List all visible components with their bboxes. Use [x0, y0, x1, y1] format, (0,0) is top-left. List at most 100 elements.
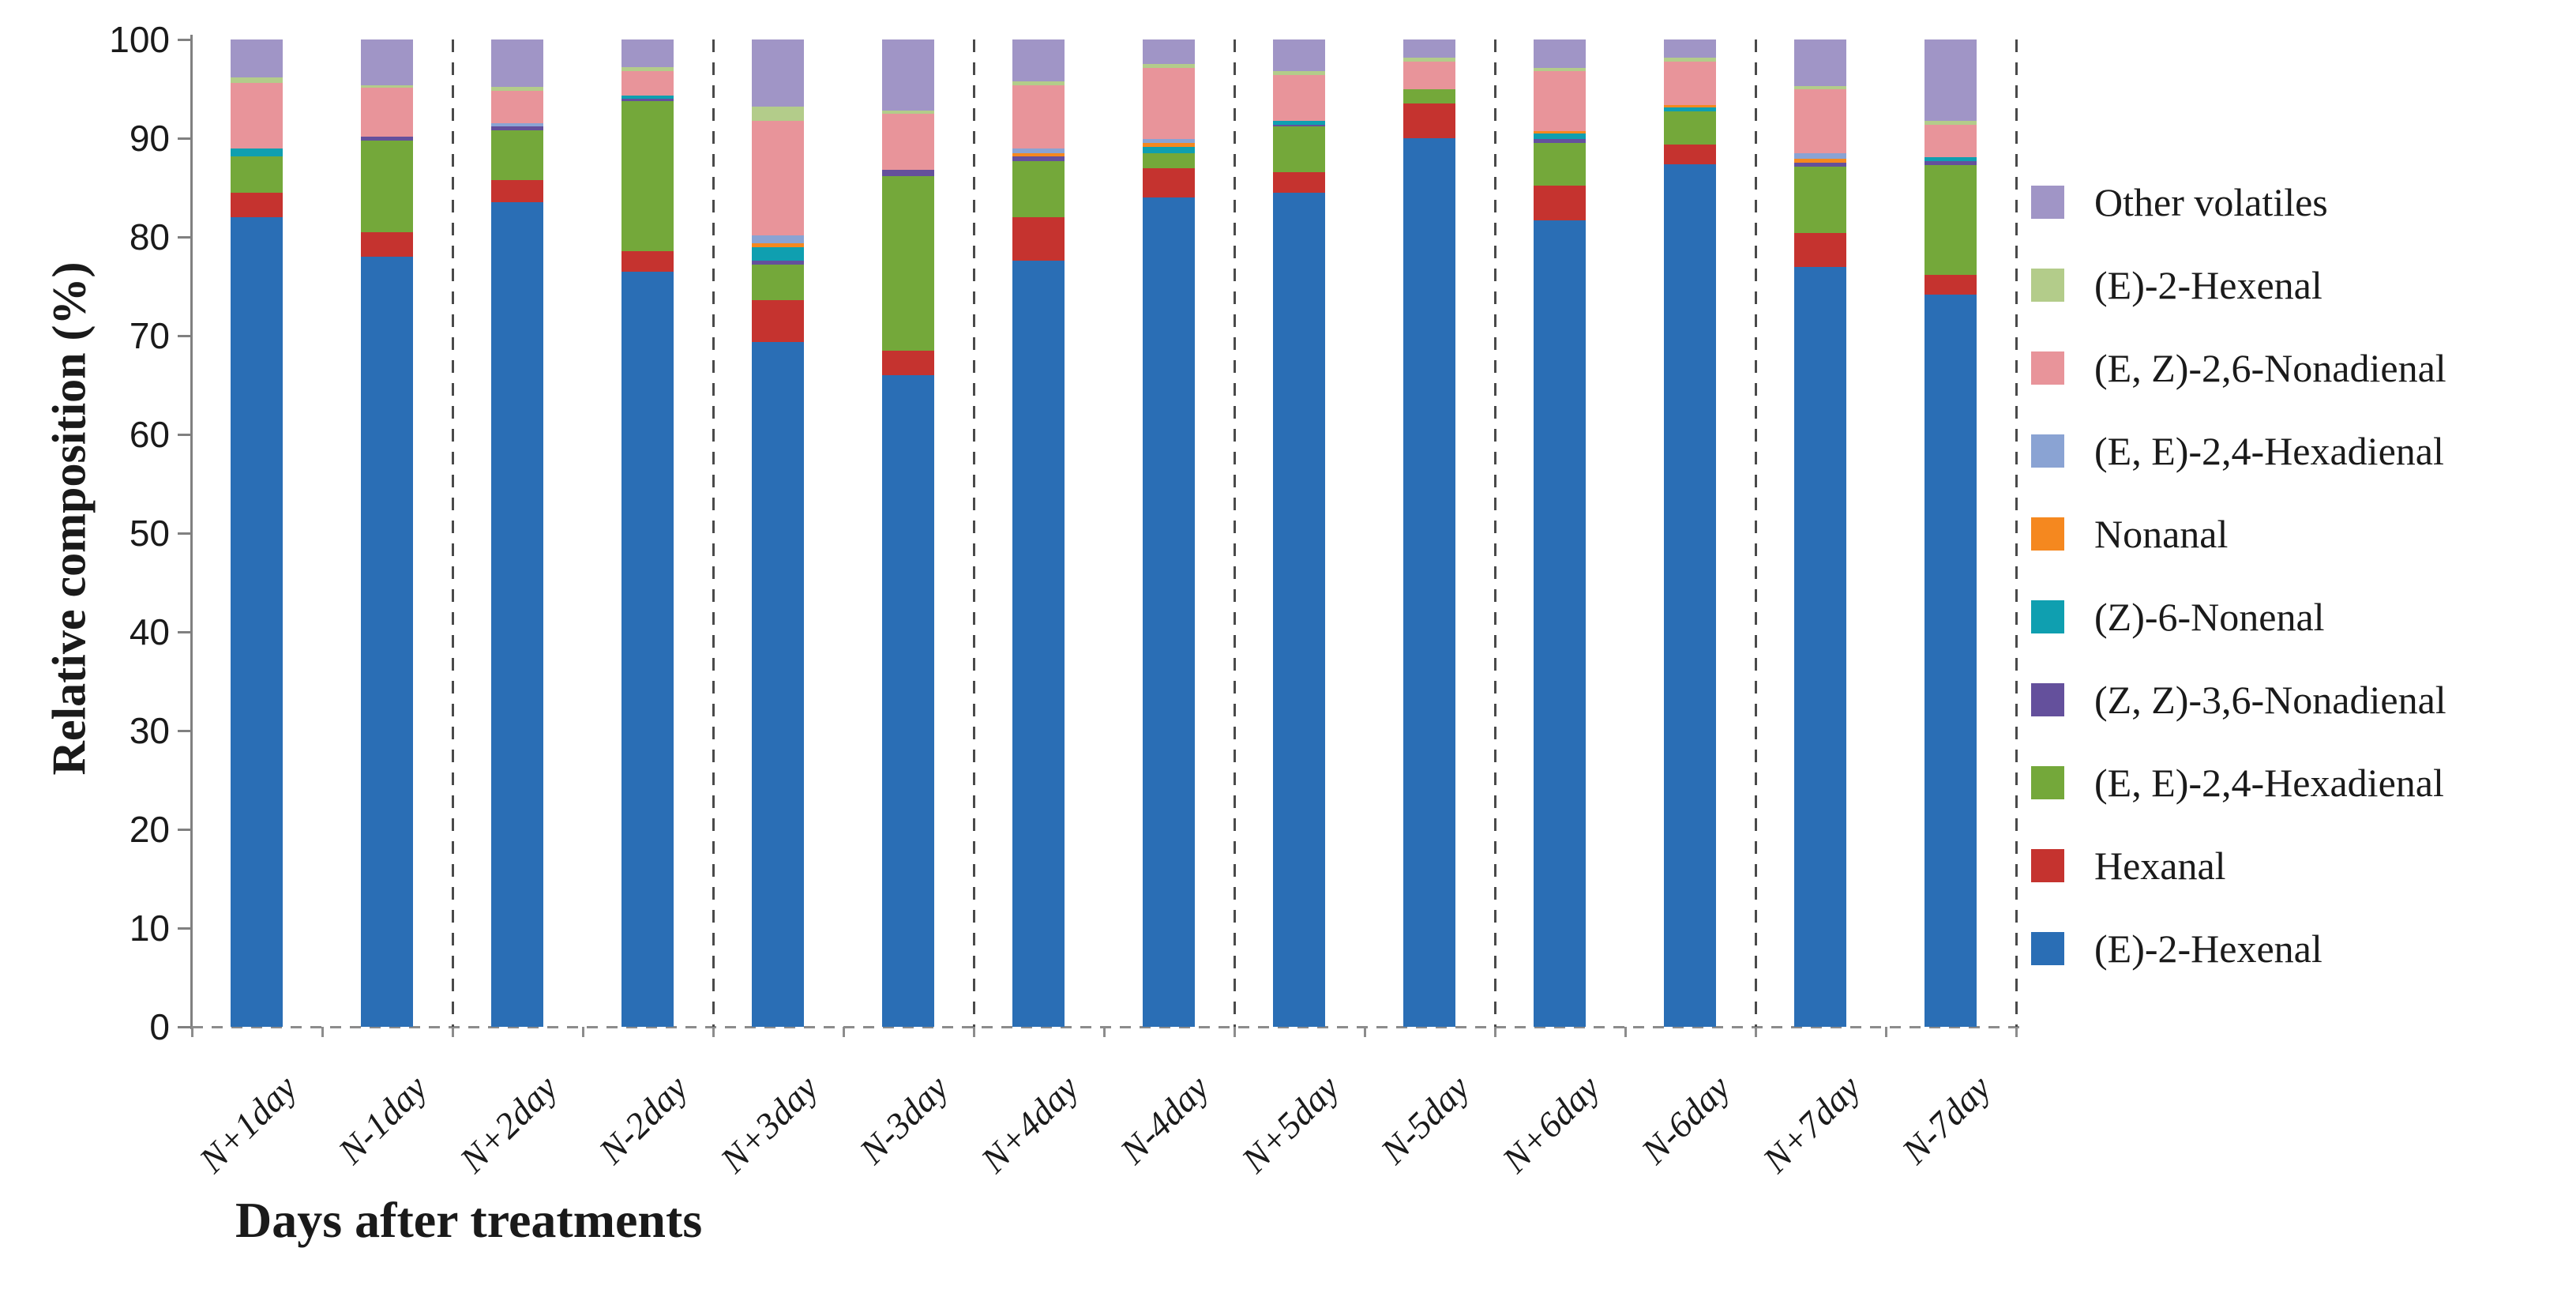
y-tick — [178, 729, 192, 732]
bar-segment — [1403, 103, 1455, 138]
bar-segment — [621, 99, 674, 101]
x-minor-tick — [321, 1027, 324, 1037]
bar-segment — [1143, 197, 1195, 1027]
x-minor-tick — [2015, 1027, 2018, 1037]
legend-item: (Z)-6-Nonenal — [2031, 575, 2446, 658]
x-minor-tick — [581, 1027, 584, 1037]
y-tick — [178, 828, 192, 831]
bar-segment — [882, 175, 934, 351]
bar-segment — [621, 100, 674, 251]
bar-segment — [1143, 39, 1195, 65]
bar-segment — [1534, 220, 1586, 1027]
y-tick-label: 40 — [129, 611, 170, 652]
bar-segment — [1012, 156, 1065, 161]
bar-segment — [1664, 111, 1716, 145]
bar-segment — [1273, 171, 1325, 193]
bar-segment — [1924, 156, 1977, 161]
bar-segment — [1273, 126, 1325, 172]
bar-segment — [882, 170, 934, 176]
bar-segment — [882, 111, 934, 114]
y-tick — [178, 927, 192, 930]
y-tick-label: 20 — [129, 809, 170, 850]
y-tick — [178, 235, 192, 239]
bar-segment — [1012, 152, 1065, 156]
bar-segment — [1664, 39, 1716, 58]
bar-segment — [752, 107, 804, 121]
bar-segment — [1143, 167, 1195, 197]
legend-label: Nonanal — [2094, 511, 2229, 556]
y-tick — [178, 137, 192, 140]
legend-item: Other volatiles — [2031, 160, 2446, 243]
y-tick — [178, 532, 192, 535]
bar-segment — [1924, 39, 1977, 121]
bar-segment — [752, 261, 804, 265]
bar-segment — [1794, 159, 1846, 164]
bar-segment — [1924, 120, 1977, 125]
bar-segment — [1012, 85, 1065, 148]
bar-segment — [361, 88, 413, 137]
bar-segment — [882, 113, 934, 170]
bar-segment — [621, 71, 674, 96]
bar-segment — [1794, 85, 1846, 89]
legend-swatch — [2031, 268, 2064, 302]
x-minor-tick — [842, 1027, 845, 1037]
bar-segment — [752, 120, 804, 235]
bar-segment — [882, 39, 934, 111]
bar-segment — [752, 39, 804, 107]
bar-segment — [1012, 81, 1065, 85]
bar-segment — [1012, 160, 1065, 217]
pair-separator-line — [972, 39, 975, 1027]
bar-segment — [1273, 124, 1325, 126]
bar-segment — [621, 67, 674, 71]
x-axis-baseline — [192, 1026, 2026, 1028]
legend-label: Hexanal — [2094, 843, 2226, 888]
bar-segment — [1924, 124, 1977, 157]
legend-swatch — [2031, 185, 2064, 219]
bar-segment — [1664, 61, 1716, 105]
pair-separator-line — [451, 39, 454, 1027]
bar-segment — [1143, 152, 1195, 168]
y-tick — [178, 1025, 192, 1028]
legend-label: (Z, Z)-3,6-Nonadienal — [2094, 677, 2446, 722]
x-minor-tick — [1884, 1027, 1887, 1037]
y-tick — [178, 630, 192, 633]
bar-segment — [1534, 131, 1586, 133]
y-tick-label: 70 — [129, 315, 170, 356]
legend-item: (E)-2-Hexenal — [2031, 907, 2446, 990]
legend-item: (E, E)-2,4-Hexadienal — [2031, 741, 2446, 824]
bar-segment — [752, 242, 804, 247]
legend-label: (E)-2-Hexenal — [2094, 262, 2323, 307]
x-minor-tick — [1363, 1027, 1366, 1037]
legend-label: (E)-2-Hexenal — [2094, 926, 2323, 971]
bar-segment — [1924, 294, 1977, 1027]
legend-swatch — [2031, 434, 2064, 468]
legend-swatch — [2031, 351, 2064, 385]
bar-segment — [1143, 147, 1195, 153]
legend-swatch — [2031, 600, 2064, 633]
y-tick-label: 80 — [129, 216, 170, 257]
bar-segment — [1924, 274, 1977, 295]
legend-label: (E, E)-2,4-Hexadienal — [2094, 428, 2444, 473]
pair-separator-line — [1233, 39, 1236, 1027]
bar-segment — [752, 235, 804, 243]
x-minor-tick — [451, 1027, 454, 1037]
bar-segment — [361, 39, 413, 85]
bar-segment — [1273, 71, 1325, 75]
bar-segment — [1664, 57, 1716, 62]
legend-swatch — [2031, 517, 2064, 551]
bar-segment — [1012, 261, 1065, 1027]
bar-segment — [361, 257, 413, 1027]
y-tick-label: 60 — [129, 414, 170, 455]
x-minor-tick — [1102, 1027, 1106, 1037]
bar-segment — [1664, 144, 1716, 164]
bar-segment — [1664, 104, 1716, 108]
y-tick — [178, 38, 192, 41]
bar-segment — [231, 39, 283, 77]
bar-segment — [1794, 266, 1846, 1027]
legend-swatch — [2031, 931, 2064, 965]
bar-segment — [1534, 186, 1586, 220]
legend-item: Hexanal — [2031, 824, 2446, 907]
bar-segment — [752, 265, 804, 300]
bar-segment — [621, 96, 674, 99]
